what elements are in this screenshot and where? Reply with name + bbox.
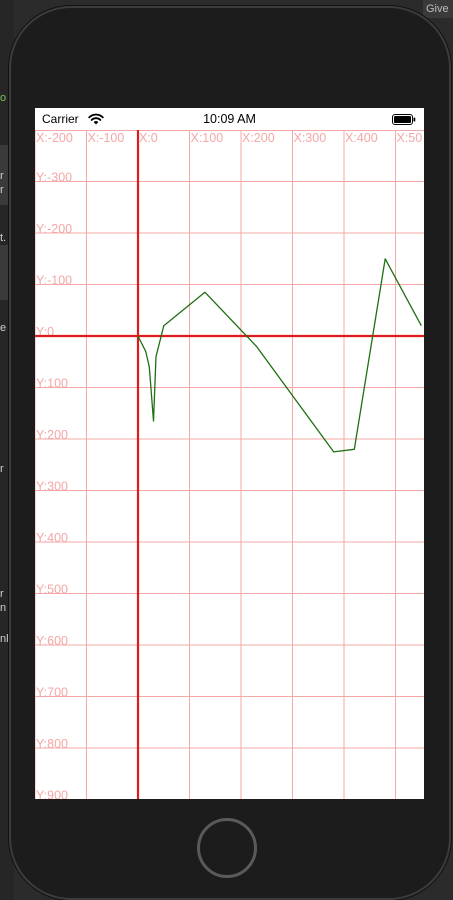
ide-text: o — [0, 92, 7, 104]
y-tick-label: Y:800 — [36, 737, 68, 751]
wifi-icon — [88, 113, 104, 125]
ide-text: n — [0, 602, 7, 614]
y-tick-label: Y:-100 — [36, 274, 72, 288]
ide-scroll-bar — [0, 245, 8, 300]
y-tick-label: Y:400 — [36, 531, 68, 545]
ide-text: nl — [0, 633, 9, 645]
y-tick-label: Y:500 — [36, 583, 68, 597]
ide-text: e — [0, 322, 7, 334]
data-series-line — [137, 258, 422, 453]
x-tick-label: X:300 — [294, 131, 327, 145]
battery-icon — [392, 114, 416, 125]
coordinate-plot: X:-200 X:-100 X:0 X:100 X:200 X:300 X:400 X:50 Y… — [35, 130, 424, 799]
ide-text: r — [0, 588, 4, 600]
x-tick-label: X:-100 — [88, 131, 125, 145]
ide-text: r — [0, 184, 4, 196]
y-tick-label: Y:600 — [36, 634, 68, 648]
carrier-label: Carrier — [42, 112, 79, 126]
y-tick-label: Y:200 — [36, 428, 68, 442]
x-tick-label: X:0 — [139, 131, 158, 145]
y-tick-label: Y:700 — [36, 686, 68, 700]
x-tick-label: X:100 — [191, 131, 224, 145]
x-tick-label: X:-200 — [36, 131, 73, 145]
app-screen: Carrier 10:09 AM X:-200 X:-100 X:0 X:100 X:2… — [35, 108, 424, 799]
ide-text: t. — [0, 232, 7, 244]
status-bar: Carrier 10:09 AM — [35, 108, 424, 130]
ide-text: r — [0, 170, 4, 182]
status-time: 10:09 AM — [203, 112, 256, 126]
y-tick-label: Y:-200 — [36, 222, 72, 236]
x-tick-label: X:200 — [242, 131, 275, 145]
x-tick-label: X:50 — [397, 131, 423, 145]
y-tick-label: Y:300 — [36, 480, 68, 494]
ide-top-right-label: Give — [423, 0, 453, 18]
ide-scroll-bar — [0, 145, 8, 205]
y-tick-label: Y:100 — [36, 377, 68, 391]
x-tick-label: X:400 — [345, 131, 378, 145]
y-tick-label: Y:900 — [36, 789, 68, 800]
y-tick-label: Y:-300 — [36, 171, 72, 185]
ide-text: r — [0, 463, 4, 475]
home-button[interactable] — [197, 818, 257, 878]
